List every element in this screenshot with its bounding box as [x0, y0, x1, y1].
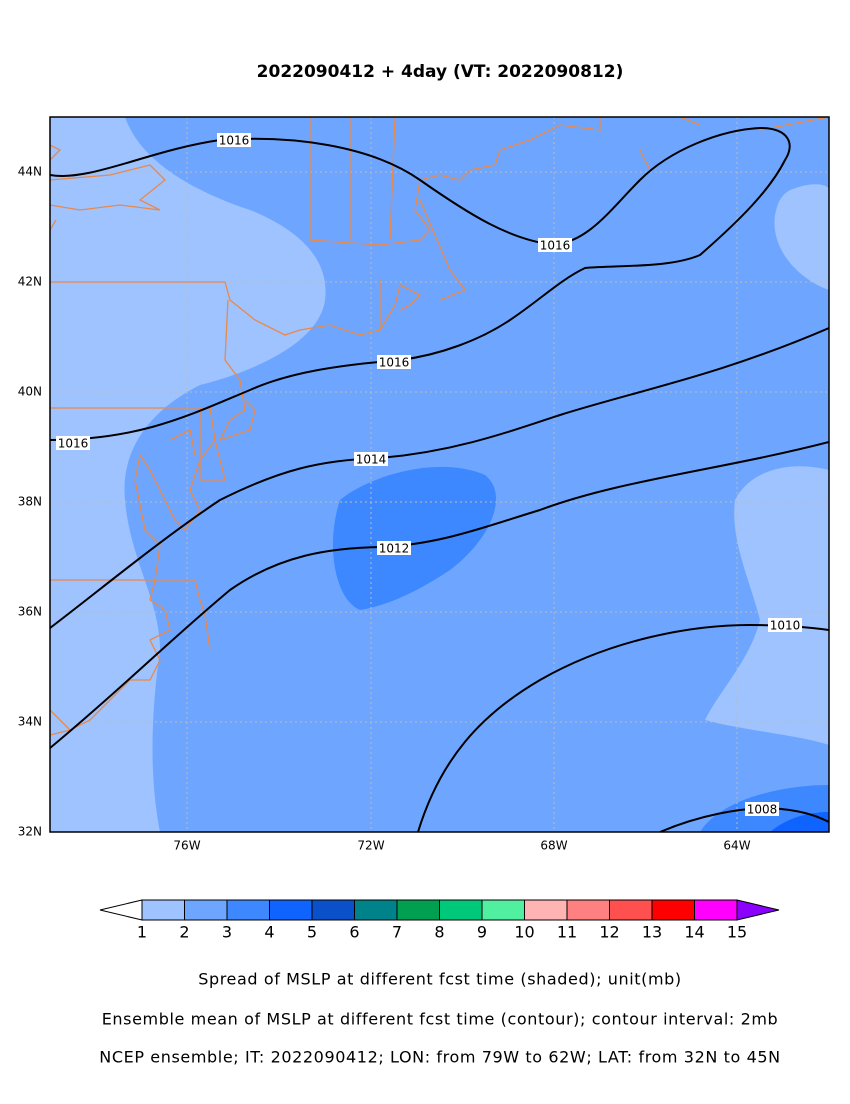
colorbar-box — [141, 899, 185, 921]
contour-label: 1016 — [58, 437, 89, 451]
colorbar-box — [566, 899, 610, 921]
colorbar-box — [609, 899, 653, 921]
colorbar-box — [354, 899, 398, 921]
colorbar-box — [481, 899, 525, 921]
contour-label: 1014 — [356, 453, 387, 467]
lon-tick-label: 68W — [540, 839, 567, 853]
contour-label-box — [377, 355, 411, 369]
lon-tick-label: 64W — [723, 839, 750, 853]
contour-label-box — [377, 541, 411, 555]
colorbar-label: 7 — [392, 923, 402, 942]
contour-label-box — [538, 238, 572, 252]
colorbar-box — [524, 899, 568, 921]
caption: NCEP ensemble; IT: 2022090412; LON: from… — [99, 1048, 780, 1067]
colorbar-box — [269, 899, 313, 921]
caption: Spread of MSLP at different fcst time (s… — [198, 970, 682, 989]
colorbar-label: 12 — [599, 923, 619, 942]
caption: Ensemble mean of MSLP at different fcst … — [102, 1010, 779, 1029]
contour-label: 1008 — [747, 803, 778, 817]
title: 2022090412 + 4day (VT: 2022090812) — [257, 62, 624, 82]
graticule — [50, 117, 829, 832]
lon-tick-label: 76W — [173, 839, 200, 853]
colorbar-box — [226, 899, 270, 921]
colorbar-label: 15 — [727, 923, 747, 942]
colorbar-label: 11 — [557, 923, 577, 942]
colorbar-label: 2 — [179, 923, 189, 942]
lat-tick-label: 34N — [18, 715, 42, 729]
shade-4-5 — [770, 812, 829, 832]
colorbar-box — [311, 899, 355, 921]
lat-tick-label: 42N — [18, 275, 42, 289]
lon-ticks: 76W 72W 68W 64W — [173, 839, 750, 853]
lat-tick-label: 38N — [18, 495, 42, 509]
lat-tick-label: 32N — [18, 825, 42, 839]
contour-label-box — [354, 452, 388, 466]
contour-label-box — [217, 133, 251, 147]
colorbar-arrow-high — [736, 899, 780, 921]
lat-tick-label: 44N — [18, 165, 42, 179]
contour-labels: 1016 1016 1016 1016 1014 1012 1010 1008 — [56, 133, 802, 817]
colorbar-label: 10 — [514, 923, 534, 942]
colorbar-label: 8 — [434, 923, 444, 942]
colorbar-label: 14 — [684, 923, 704, 942]
lat-ticks: 44N 42N 40N 38N 36N 34N 32N — [18, 165, 42, 839]
colorbar-label: 13 — [642, 923, 662, 942]
colorbar: 1 2 3 4 5 6 7 8 9 10 11 12 13 14 15 — [99, 899, 780, 942]
contour-label: 1016 — [379, 356, 410, 370]
map-area — [50, 117, 829, 832]
lat-tick-label: 36N — [18, 605, 42, 619]
colorbar-label: 5 — [307, 923, 317, 942]
contour-label: 1016 — [540, 239, 571, 253]
contour-label-box — [768, 618, 802, 632]
contour-label: 1010 — [770, 619, 801, 633]
colorbar-label: 1 — [137, 923, 147, 942]
colorbar-box — [439, 899, 483, 921]
colorbar-box — [396, 899, 440, 921]
colorbar-box — [184, 899, 228, 921]
shade-3-4 — [332, 466, 497, 610]
colorbar-box — [651, 899, 695, 921]
colorbar-label: 6 — [349, 923, 359, 942]
colorbar-label: 4 — [264, 923, 274, 942]
contour-label: 1016 — [219, 134, 250, 148]
coastlines — [50, 117, 829, 736]
contour-label-box — [745, 802, 779, 816]
colorbar-label: 9 — [477, 923, 487, 942]
colorbar-label: 3 — [222, 923, 232, 942]
lon-tick-label: 72W — [357, 839, 384, 853]
contour-label-box — [56, 436, 90, 450]
map-frame — [49, 116, 830, 833]
contour-label: 1012 — [379, 542, 410, 556]
lat-tick-label: 40N — [18, 385, 42, 399]
shade-1-2 — [50, 117, 326, 832]
shade-1-2 — [705, 466, 829, 745]
colorbar-box — [694, 899, 738, 921]
shade-1-2 — [774, 184, 829, 290]
